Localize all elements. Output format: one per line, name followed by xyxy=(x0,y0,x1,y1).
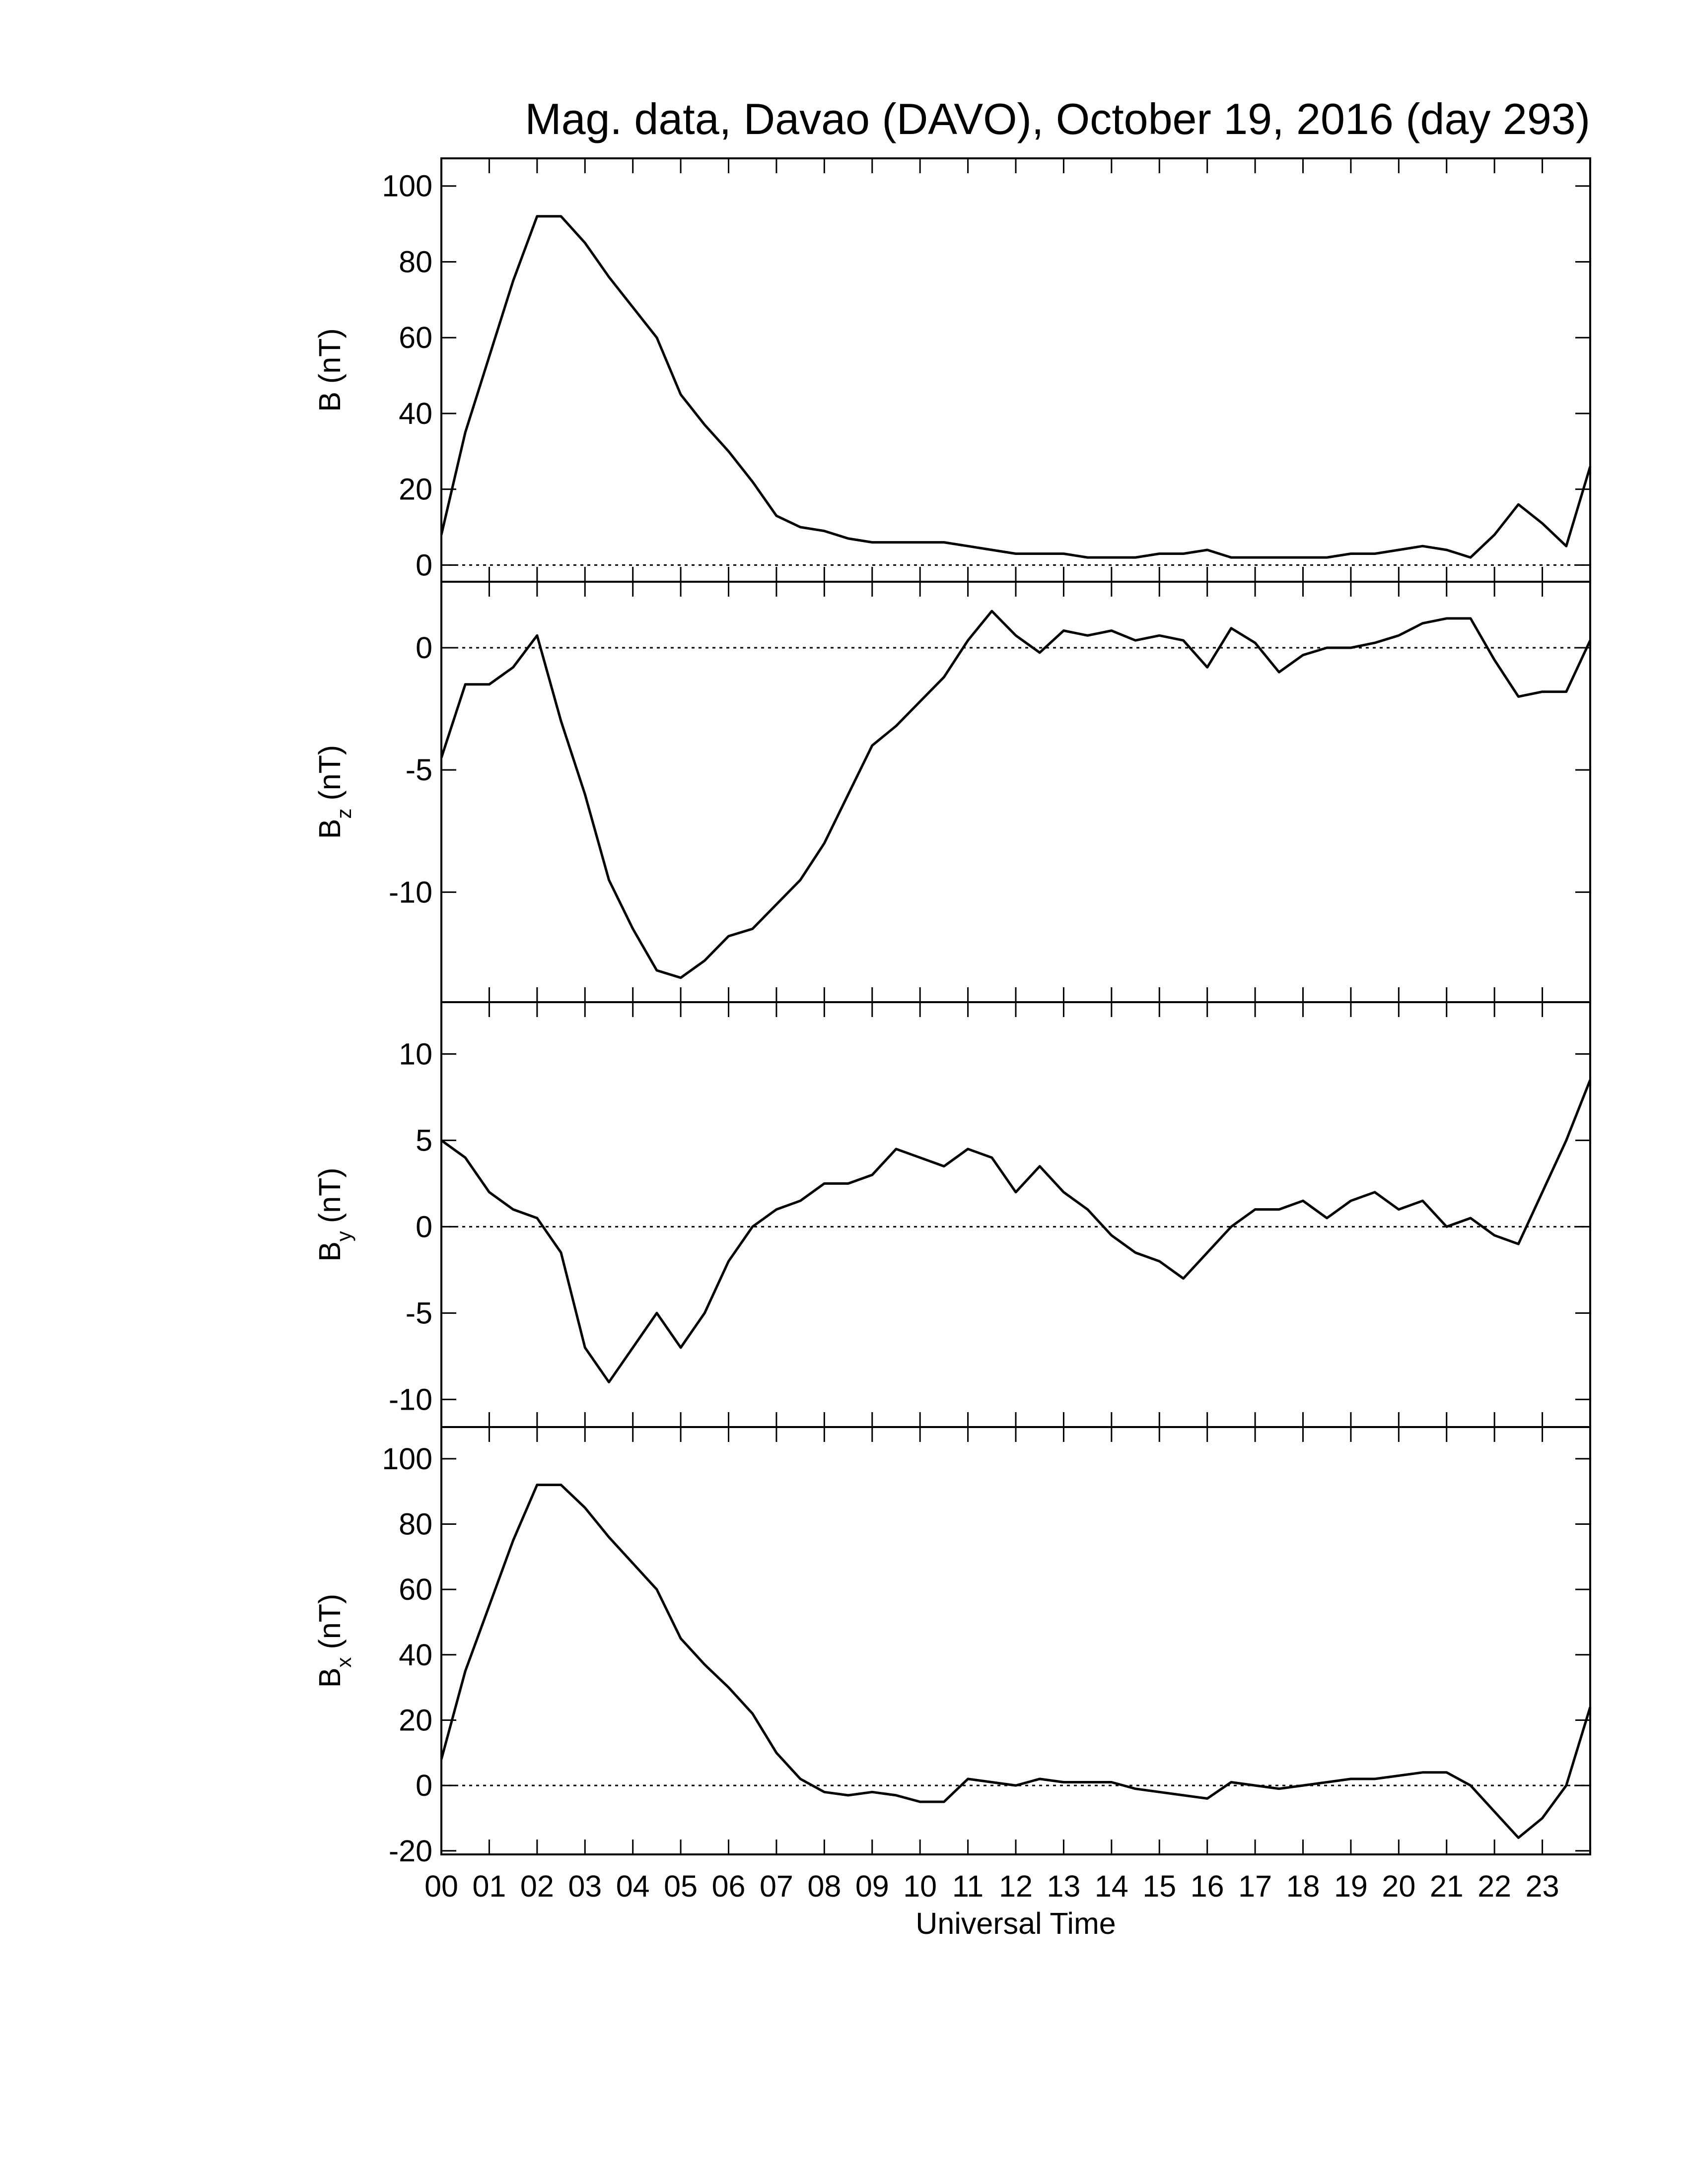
x-tick-label: 18 xyxy=(1286,1869,1320,1903)
y-axis-label: B (nT) xyxy=(313,328,347,412)
plot-frame xyxy=(440,157,1591,583)
y-tick-label: -5 xyxy=(406,1296,432,1330)
y-axis-label: Bx (nT) xyxy=(313,1594,355,1688)
y-tick-label: 20 xyxy=(399,1703,432,1737)
x-tick-label: 17 xyxy=(1238,1869,1272,1903)
x-tick-label: 20 xyxy=(1382,1869,1415,1903)
x-tick-label: 09 xyxy=(855,1869,889,1903)
y-tick-label: 100 xyxy=(382,169,432,203)
x-tick-label: 19 xyxy=(1334,1869,1368,1903)
data-line xyxy=(440,1484,1592,1839)
x-tick-label: 05 xyxy=(664,1869,698,1903)
y-tick-label: -10 xyxy=(389,1382,432,1416)
data-line xyxy=(440,215,1592,559)
y-axis-label-unit: (nT) xyxy=(313,1594,347,1649)
chart-title: Mag. data, Davao (DAVO), October 19, 201… xyxy=(525,94,1590,143)
y-axis-label: By (nT) xyxy=(313,1167,355,1262)
x-tick-label: 04 xyxy=(616,1869,650,1903)
x-tick-label: 10 xyxy=(903,1869,937,1903)
x-tick-label: 01 xyxy=(472,1869,506,1903)
y-tick-label: 100 xyxy=(382,1442,432,1476)
x-tick-label: 11 xyxy=(952,1869,984,1903)
y-tick-label: 10 xyxy=(399,1037,432,1071)
y-axis-label-sub: y xyxy=(332,1231,355,1241)
y-axis-label-sub: x xyxy=(332,1657,355,1668)
y-axis-label: Bz (nT) xyxy=(313,745,355,839)
x-tick-label: 23 xyxy=(1526,1869,1559,1903)
y-tick-label: 0 xyxy=(416,1210,432,1243)
y-tick-label: 20 xyxy=(399,473,432,506)
x-tick-label: 00 xyxy=(424,1869,458,1903)
y-tick-label: -10 xyxy=(389,875,432,909)
x-tick-label: 15 xyxy=(1142,1869,1176,1903)
y-tick-label: 0 xyxy=(416,548,432,582)
x-axis-label: Universal Time xyxy=(915,1907,1116,1940)
y-tick-label: 40 xyxy=(399,1638,432,1672)
x-tick-label: 21 xyxy=(1430,1869,1464,1903)
data-line xyxy=(440,610,1592,979)
y-tick-label: 0 xyxy=(416,631,432,665)
plot-frame xyxy=(440,1001,1591,1428)
x-tick-label: 03 xyxy=(568,1869,602,1903)
y-tick-label: 80 xyxy=(399,245,432,278)
x-tick-label: 13 xyxy=(1047,1869,1080,1903)
x-tick-label: 16 xyxy=(1191,1869,1224,1903)
y-tick-label: 80 xyxy=(399,1507,432,1541)
y-axis-label-unit: (nT) xyxy=(313,328,347,384)
x-tick-label: 14 xyxy=(1095,1869,1128,1903)
y-tick-label: 60 xyxy=(399,321,432,354)
x-tick-label: 07 xyxy=(760,1869,793,1903)
x-tick-label: 02 xyxy=(520,1869,554,1903)
y-axis-label-base: B xyxy=(313,1668,347,1688)
x-tick-label: 12 xyxy=(999,1869,1033,1903)
y-tick-label: 5 xyxy=(416,1123,432,1157)
y-axis-label-base: B xyxy=(313,392,347,412)
y-axis-label-sub: z xyxy=(332,809,355,819)
y-axis-label-base: B xyxy=(313,819,347,839)
y-tick-label: 0 xyxy=(416,1769,432,1802)
plot-frame xyxy=(440,581,1591,1003)
x-tick-label: 22 xyxy=(1477,1869,1511,1903)
y-tick-label: -20 xyxy=(389,1834,432,1868)
y-tick-label: 60 xyxy=(399,1572,432,1606)
y-tick-label: 40 xyxy=(399,397,432,430)
y-axis-label-base: B xyxy=(313,1241,347,1262)
x-tick-label: 08 xyxy=(807,1869,841,1903)
plot-frame xyxy=(440,1426,1591,1855)
y-axis-label-unit: (nT) xyxy=(313,1167,347,1223)
y-axis-label-unit: (nT) xyxy=(313,745,347,801)
y-tick-label: -5 xyxy=(406,753,432,787)
data-line xyxy=(440,1079,1592,1383)
x-tick-label: 06 xyxy=(712,1869,746,1903)
